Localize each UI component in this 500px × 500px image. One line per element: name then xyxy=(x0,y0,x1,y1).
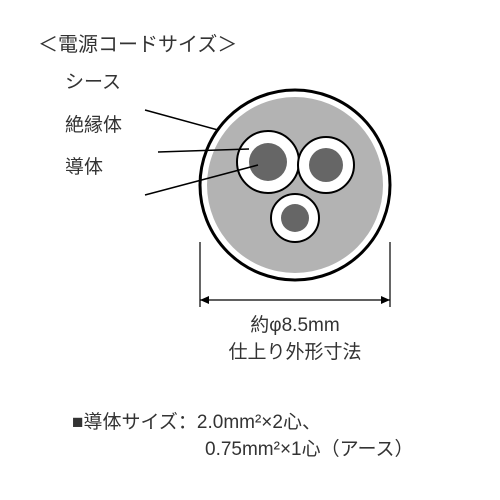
cable-diagram: シース 絶縁体 導体 約φ8.5mm 仕上り外形寸法 xyxy=(70,70,430,330)
label-sheath: シース xyxy=(65,67,121,94)
page-title: ＜電源コードサイズ＞ xyxy=(38,28,237,57)
footer-line2: 0.75mm²×1心（アース） xyxy=(72,439,414,460)
dim-line2: 仕上り外形寸法 xyxy=(228,342,361,363)
label-insulator: 絶縁体 xyxy=(65,110,122,137)
footer-text: ■導体サイズ：2.0mm²×2心、 0.75mm²×1心（アース） xyxy=(72,410,414,463)
dimension-text: 約φ8.5mm 仕上り外形寸法 xyxy=(195,310,395,364)
dim-line1: 約φ8.5mm xyxy=(250,315,339,336)
label-conductor: 導体 xyxy=(65,152,103,179)
footer-line1: ■導体サイズ：2.0mm²×2心、 xyxy=(72,412,321,433)
